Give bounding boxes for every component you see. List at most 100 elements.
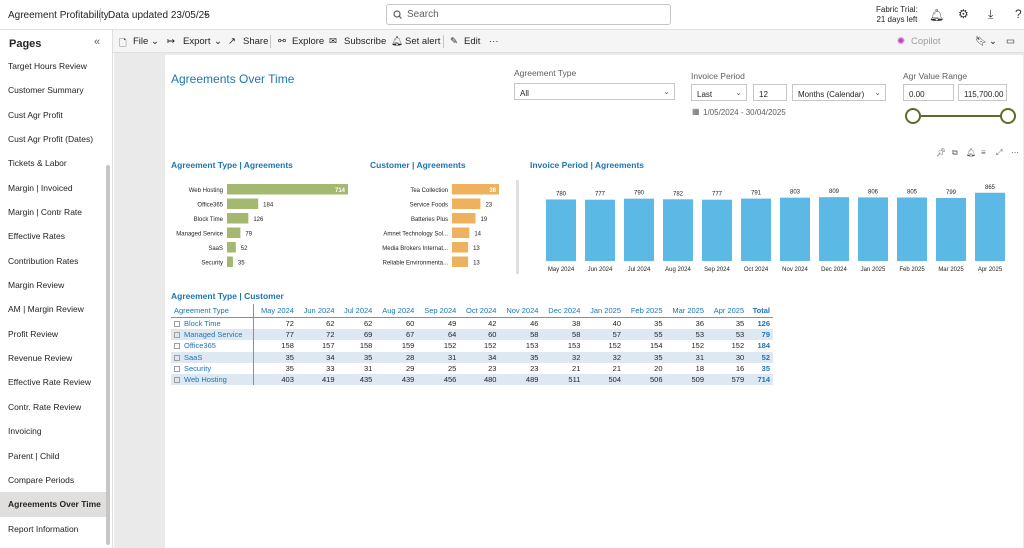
bell-icon[interactable]: 🔔︎ [929, 8, 945, 22]
column[interactable] [936, 197, 966, 261]
matrix-col-header[interactable]: Jun 2024 [296, 304, 338, 318]
expand-icon[interactable] [174, 343, 180, 350]
column[interactable] [702, 199, 732, 261]
subscribe-button[interactable]: Subscribe [344, 36, 387, 47]
chevron-down-icon[interactable]: ⌄ [202, 8, 211, 19]
agreement-type-bar-chart[interactable]: Web Hosting 714 Office365 184 Block Time 126 M… [170, 180, 360, 275]
column[interactable] [975, 192, 1005, 261]
set-alert-button[interactable]: Set alert [405, 36, 441, 47]
more-options-button[interactable]: ··· [489, 36, 499, 47]
page-item-cust-agr-profit-dates[interactable]: Cust Agr Profit (Dates) [8, 134, 94, 145]
matrix-row-header[interactable]: Security [171, 363, 253, 374]
column[interactable] [897, 197, 927, 261]
period-mode-dropdown[interactable]: Last ⌄ [691, 84, 747, 101]
column[interactable] [819, 197, 849, 261]
page-item-margin-review[interactable]: Margin Review [8, 280, 65, 291]
invoice-period-column-chart[interactable]: 780 May 2024 777 Jun 2024 790 Jul 2024 782 Aug … [538, 178, 1010, 278]
slider-max-handle[interactable] [1000, 108, 1016, 124]
bar[interactable] [227, 227, 241, 239]
column[interactable] [858, 197, 888, 261]
matrix-col-header[interactable]: Dec 2024 [541, 304, 584, 318]
slider-min-handle[interactable] [905, 108, 921, 124]
page-item-agreements-over-time[interactable]: Agreements Over Time [0, 492, 107, 517]
bar[interactable] [227, 184, 348, 195]
file-menu[interactable]: File [133, 36, 149, 47]
bar[interactable] [452, 213, 476, 224]
page-item-compare-periods[interactable]: Compare Periods [8, 474, 75, 485]
page-item-am-margin-review[interactable]: AM | Margin Review [8, 304, 84, 315]
expand-icon[interactable] [174, 321, 180, 328]
focus-mode-icon[interactable]: ⤢ [996, 148, 1003, 157]
expand-icon[interactable] [174, 332, 180, 339]
column[interactable] [741, 198, 771, 261]
matrix-col-header[interactable]: Total [747, 304, 773, 318]
agr-value-range-slider[interactable] [903, 105, 1021, 127]
matrix-col-header[interactable]: Jul 2024 [337, 304, 376, 318]
period-unit-dropdown[interactable]: Months (Calendar) ⌄ [792, 84, 886, 101]
bar[interactable] [227, 256, 233, 268]
expand-icon[interactable] [174, 354, 180, 361]
collapse-icon[interactable]: « [94, 36, 101, 48]
copy-icon[interactable]: ⧉ [952, 148, 958, 157]
matrix-col-header[interactable]: Feb 2025 [624, 304, 666, 318]
matrix-col-header[interactable]: Jan 2025 [583, 304, 624, 318]
column[interactable] [624, 198, 654, 261]
page-item-effective-rates[interactable]: Effective Rates [8, 231, 66, 242]
column[interactable] [663, 199, 693, 261]
page-item-contribution-rates[interactable]: Contribution Rates [8, 255, 79, 266]
gear-icon[interactable]: ⚙ [958, 7, 969, 21]
period-count-input[interactable]: 12 [753, 84, 787, 101]
filter-icon[interactable]: ≡ [981, 148, 986, 157]
page-item-parent-child[interactable]: Parent | Child [8, 450, 60, 461]
bar[interactable] [452, 198, 481, 210]
bar[interactable] [452, 242, 469, 253]
sidebar-scrollbar[interactable] [106, 165, 110, 545]
chevron-down-icon[interactable]: ⌄ [989, 36, 997, 47]
agr-value-min-input[interactable]: 0.00 [903, 84, 954, 101]
app-title[interactable]: Agreement Profitability [8, 10, 109, 21]
page-item-margin-invoiced[interactable]: Margin | Invoiced [8, 182, 73, 193]
matrix-row-header[interactable]: Block Time [171, 318, 253, 330]
bell-icon[interactable]: 🔔︎ [966, 148, 977, 157]
bar[interactable] [452, 227, 470, 239]
matrix-row-header[interactable]: Web Hosting [171, 374, 254, 386]
matrix-row-header[interactable]: Managed Service [171, 329, 254, 341]
data-updated-label[interactable]: Data updated 23/05/25 [108, 10, 210, 21]
agr-value-max-input[interactable]: 115,700.00 [958, 84, 1007, 101]
matrix-col-header[interactable]: Aug 2024 [375, 304, 418, 318]
matrix-col-header[interactable]: Agreement Type [171, 304, 254, 318]
page-item-customer-summary[interactable]: Customer Summary [8, 85, 84, 96]
matrix-row-header[interactable]: Office365 [171, 340, 253, 351]
bar[interactable] [452, 184, 499, 195]
page-item-target-hours-review[interactable]: Target Hours Review [8, 61, 87, 71]
bar[interactable] [227, 213, 249, 224]
pin-icon[interactable]: 📌︎ [936, 148, 947, 157]
help-icon[interactable]: ? [1015, 7, 1022, 21]
bookmark-icon[interactable]: 🔖︎ [975, 36, 988, 47]
view-icon[interactable]: ▭ [1006, 36, 1015, 47]
matrix-row-header[interactable]: SaaS [171, 351, 254, 363]
more-options-icon[interactable]: ⋯ [1011, 148, 1019, 157]
share-button[interactable]: Share [243, 36, 269, 47]
matrix-col-header[interactable]: Apr 2025 [707, 304, 748, 318]
page-item-profit-review[interactable]: Profit Review [8, 328, 59, 339]
matrix-col-header[interactable]: Oct 2024 [459, 304, 500, 318]
bar[interactable] [452, 256, 469, 268]
column[interactable] [546, 199, 576, 261]
edit-button[interactable]: Edit [464, 36, 481, 47]
customer-bar-chart[interactable]: Tea Collection 38 Service Foods 23 Batteries… [370, 180, 515, 275]
page-item-contr-rate-review[interactable]: Contr. Rate Review [8, 401, 82, 412]
column[interactable] [585, 199, 615, 261]
agreement-type-dropdown[interactable]: All ⌄ [514, 83, 675, 100]
page-item-cust-agr-profit[interactable]: Cust Agr Profit [8, 109, 63, 120]
expand-icon[interactable] [174, 366, 180, 373]
matrix-col-header[interactable]: Sep 2024 [417, 304, 460, 318]
page-item-tickets-labor[interactable]: Tickets & Labor [8, 158, 67, 169]
expand-icon[interactable] [174, 377, 180, 384]
page-item-revenue-review[interactable]: Revenue Review [8, 353, 73, 364]
matrix-col-header[interactable]: May 2024 [252, 304, 297, 318]
download-icon[interactable]: ⤓ [988, 7, 994, 21]
trial-status[interactable]: Fabric Trial: 21 days left [876, 5, 918, 25]
column[interactable] [780, 197, 810, 261]
copilot-button[interactable]: Copilot [911, 36, 941, 47]
